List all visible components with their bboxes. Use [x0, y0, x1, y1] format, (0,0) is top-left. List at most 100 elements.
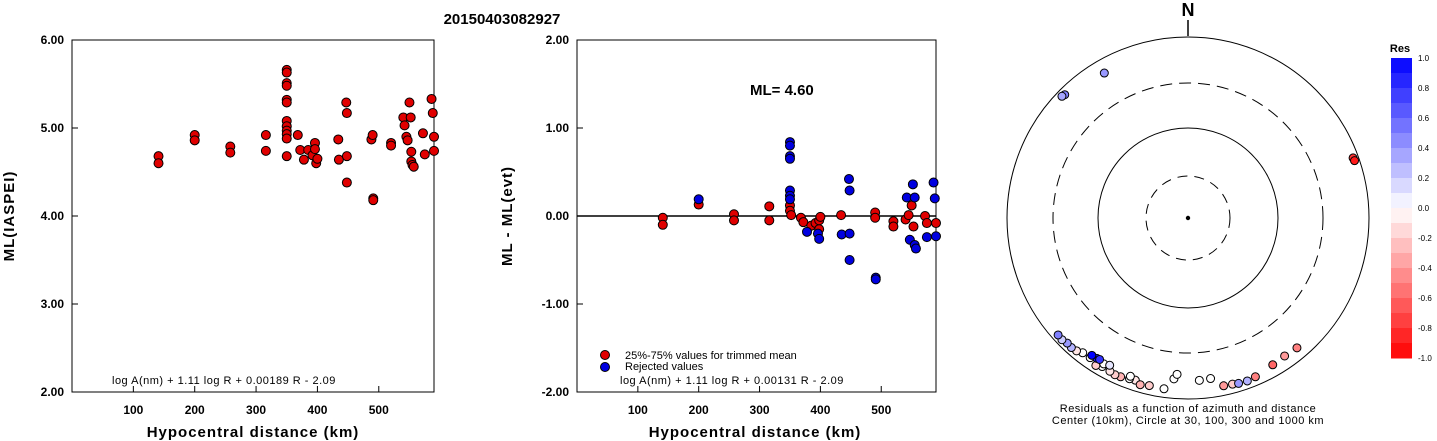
colorbar-segment	[1391, 148, 1412, 164]
data-point	[408, 161, 419, 172]
data-points	[657, 137, 941, 285]
data-point	[931, 231, 941, 242]
data-point	[341, 177, 352, 188]
data-point	[928, 177, 939, 188]
data-point	[784, 194, 795, 205]
legend-label-trimmed: 25%-75% values for trimmed mean	[625, 350, 797, 362]
y-tick-labels: 2.00 3.00 4.00 5.00 6.00	[41, 33, 78, 399]
x-axis-label: Hypocentral distance (km)	[649, 424, 862, 441]
north-label: N	[1182, 0, 1195, 20]
station-point	[1172, 369, 1182, 379]
data-point	[844, 255, 855, 265]
data-point	[260, 145, 271, 156]
data-point	[786, 210, 797, 221]
station-point	[1095, 354, 1105, 364]
circle-1000km	[1006, 36, 1370, 400]
data-point	[909, 192, 920, 203]
data-point	[929, 193, 940, 204]
data-point	[426, 93, 437, 104]
polar-caption-line2: Center (10km), Circle at 30, 100, 300 an…	[1052, 415, 1324, 427]
colorbar-tick-label: -0.6	[1418, 294, 1432, 303]
data-point	[153, 158, 164, 169]
colorbar-tick-label: 1.0	[1418, 54, 1430, 63]
data-point	[910, 243, 921, 254]
data-point	[281, 151, 292, 162]
y-tick-label: 1.00	[546, 121, 570, 135]
y-tick-label: -1.00	[542, 297, 570, 311]
colorbar-segment	[1391, 88, 1412, 104]
colorbar-title: Res	[1390, 43, 1410, 55]
data-point	[815, 211, 826, 222]
legend-marker-trimmed	[600, 350, 610, 360]
x-tick-label: 200	[689, 403, 709, 417]
data-point	[764, 201, 775, 212]
data-point	[341, 151, 352, 162]
y-tick-label: 2.00	[546, 33, 570, 47]
colorbar-segment	[1391, 178, 1412, 194]
colorbar-segment	[1391, 118, 1412, 134]
data-point	[281, 67, 292, 78]
station-point	[1350, 156, 1360, 166]
data-point	[870, 274, 881, 285]
colorbar-segment	[1391, 103, 1412, 119]
colorbar-segment	[1391, 193, 1412, 209]
data-point	[843, 174, 854, 185]
y-tick-label: 3.00	[41, 297, 65, 311]
data-point	[312, 153, 323, 164]
data-point	[921, 232, 932, 243]
y-tick-label: 6.00	[41, 33, 65, 47]
circle-30km	[1145, 175, 1231, 261]
data-point	[908, 221, 919, 232]
colorbar-segment	[1391, 283, 1412, 299]
data-point	[888, 221, 899, 232]
polar-caption-line1: Residuals as a function of azimuth and d…	[1060, 403, 1316, 415]
colorbar-segment	[1391, 238, 1412, 254]
residual-vs-distance-panel: 100 200 300 400 500 -2.00 -1.00 0.00 1.00 2.00 M…	[499, 33, 941, 441]
data-point	[921, 218, 932, 229]
data-point	[844, 185, 855, 196]
colorbar-tick-label: -1.0	[1418, 354, 1432, 363]
station-point	[1135, 380, 1145, 390]
data-point	[298, 154, 309, 165]
data-point	[802, 226, 813, 237]
data-point	[225, 147, 236, 158]
colorbar-segment	[1391, 223, 1412, 239]
station-point	[1242, 376, 1252, 386]
x-tick-label: 400	[307, 403, 327, 417]
colorbar-segment	[1391, 163, 1412, 179]
data-point	[341, 108, 352, 119]
data-point	[419, 149, 430, 160]
data-point	[292, 130, 303, 141]
x-tick-label: 200	[185, 403, 205, 417]
station-point	[1280, 351, 1290, 361]
x-tick-label: 100	[123, 403, 143, 417]
data-point	[657, 219, 668, 230]
data-point	[189, 135, 200, 146]
data-point	[405, 112, 416, 123]
data-points	[153, 64, 439, 206]
colorbar-tick-label: -0.4	[1418, 264, 1432, 273]
data-point	[784, 140, 795, 151]
x-tick-label: 300	[750, 403, 770, 417]
station-point	[1292, 343, 1302, 353]
data-point	[784, 153, 795, 164]
plot-frame	[71, 39, 435, 393]
x-tick-labels: 100 200 300 400 500	[123, 386, 389, 417]
colorbar-segment	[1391, 268, 1412, 284]
x-axis-label: Hypocentral distance (km)	[147, 424, 360, 441]
station-point	[1053, 330, 1063, 340]
figure-title: 20150403082927	[444, 11, 561, 28]
azimuth-residual-panel: N Residuals as a function of azimuth and…	[1006, 0, 1432, 427]
x-tick-label: 400	[810, 403, 830, 417]
station-point	[1268, 360, 1278, 370]
colorbar-segment	[1391, 133, 1412, 149]
data-point	[427, 108, 438, 119]
y-axis-label: ML(IASPEI)	[1, 171, 18, 262]
x-tick-label: 100	[628, 403, 648, 417]
x-tick-label: 500	[369, 403, 389, 417]
ml-annotation: ML= 4.60	[750, 82, 814, 99]
colorbar-segment	[1391, 208, 1412, 224]
station-point	[1219, 381, 1229, 391]
station-point	[1057, 91, 1067, 101]
